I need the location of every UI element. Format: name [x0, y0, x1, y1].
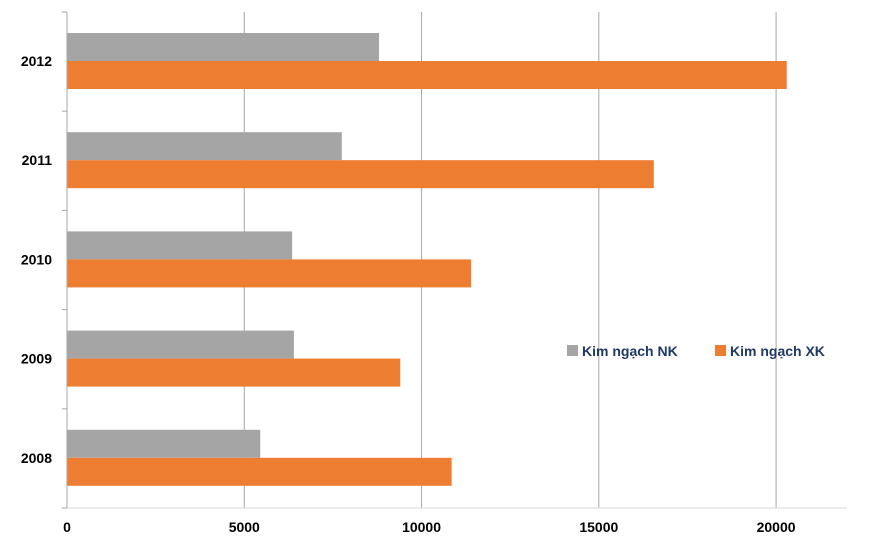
- y-tick-label-2009: 2009: [21, 351, 52, 367]
- bar-2008-xk: [67, 457, 452, 486]
- x-tick-label-10000: 10000: [402, 519, 441, 535]
- x-tick-label-20000: 20000: [757, 519, 796, 535]
- bar-2010-xk: [67, 259, 472, 288]
- legend-swatch-xk: [715, 345, 726, 356]
- y-tick-label-2008: 2008: [21, 450, 52, 466]
- bar-2008-nk: [67, 429, 261, 458]
- x-tick-label-15000: 15000: [579, 519, 618, 535]
- legend: Kim ngạch NK Kim ngạch XK: [567, 343, 825, 359]
- legend-label-xk: Kim ngạch XK: [730, 343, 825, 359]
- bars: [67, 33, 787, 486]
- bar-2009-nk: [67, 330, 294, 359]
- axes: [62, 11, 847, 509]
- y-tick-label-2012: 2012: [21, 53, 52, 69]
- tick-labels: 2012 2011 2010 2009 2008 0 5000 10000 15000 20000: [21, 53, 796, 535]
- bar-2011-nk: [67, 132, 342, 161]
- x-tick-label-0: 0: [63, 519, 71, 535]
- y-tick-label-2011: 2011: [22, 152, 53, 168]
- x-tick-label-5000: 5000: [229, 519, 260, 535]
- bar-2011-xk: [67, 160, 654, 189]
- bar-2010-nk: [67, 231, 293, 260]
- bar-2012-xk: [67, 61, 787, 89]
- y-tick-label-2010: 2010: [21, 251, 52, 267]
- bar-2009-xk: [67, 358, 401, 387]
- legend-label-nk: Kim ngạch NK: [582, 343, 678, 359]
- bar-2012-nk: [67, 33, 379, 61]
- legend-swatch-nk: [567, 345, 578, 356]
